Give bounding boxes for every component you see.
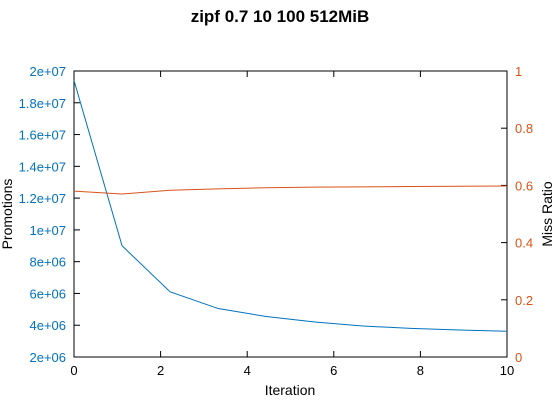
y-left-tick-label: 6e+06 [29, 286, 66, 301]
series-group [73, 80, 508, 332]
axis-ticks: 0 2 4 6 8 102e+064e+066e+068e+061e+071.2e+071… [19, 64, 533, 378]
promotions-series-line [73, 80, 508, 332]
y-left-tick-label: 1.8e+07 [19, 96, 66, 111]
y-right-tick-label: 0.2 [515, 293, 533, 308]
miss-ratio-series-line [73, 185, 508, 195]
y-right-tick-label: 0 [515, 350, 522, 365]
x-tick-label: 10 [500, 363, 514, 378]
y-left-tick-label: 2e+06 [29, 350, 66, 365]
x-tick-label: 8 [417, 363, 424, 378]
y-left-tick-label: 2e+07 [29, 64, 66, 79]
y-right-tick-label: 0.8 [515, 121, 533, 136]
y-right-tick-label: 0.4 [515, 236, 533, 251]
chart-title: zipf 0.7 10 100 512MiB [191, 7, 370, 26]
x-tick-label: 6 [330, 363, 337, 378]
y-right-tick-label: 0.6 [515, 178, 533, 193]
y-right-tick-label: 1 [515, 64, 522, 79]
y-left-tick-label: 1e+07 [29, 223, 66, 238]
y-left-tick-label: 1.4e+07 [19, 159, 66, 174]
x-tick-label: 2 [157, 363, 164, 378]
x-tick-label: 0 [70, 363, 77, 378]
y-left-tick-label: 8e+06 [29, 255, 66, 270]
plot-frame [73, 70, 508, 358]
y-left-tick-label: 1.6e+07 [19, 128, 66, 143]
y-left-tick-label: 1.2e+07 [19, 191, 66, 206]
x-axis-label: Iteration [265, 382, 316, 398]
y-left-axis-label: Promotions [0, 179, 15, 250]
y-right-axis-label: Miss Ratio [539, 181, 555, 247]
x-tick-label: 4 [244, 363, 251, 378]
y-left-tick-label: 4e+06 [29, 318, 66, 333]
